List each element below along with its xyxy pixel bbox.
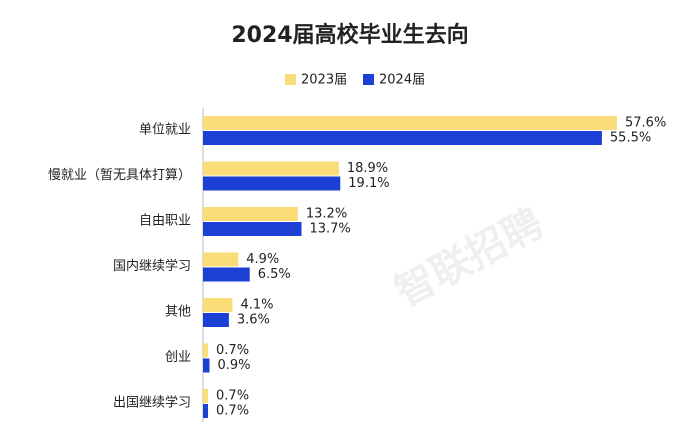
value-label: 3.6% <box>237 313 270 328</box>
legend-swatch <box>363 74 374 85</box>
value-label: 0.7% <box>216 343 249 358</box>
legend-label: 2024届 <box>379 73 425 88</box>
category-label: 创业 <box>165 350 191 365</box>
value-label: 4.1% <box>240 298 273 313</box>
value-label: 19.1% <box>348 176 389 191</box>
bar <box>203 176 341 191</box>
value-label: 0.7% <box>216 389 249 404</box>
bar <box>203 116 617 130</box>
bar <box>203 298 233 312</box>
bar <box>203 404 209 418</box>
bar <box>203 161 339 176</box>
category-label: 其他 <box>165 305 191 320</box>
bar <box>203 252 239 267</box>
category-label: 慢就业（暂无具体打算） <box>48 167 191 183</box>
category-label: 单位就业 <box>139 123 191 138</box>
category-label: 国内继续学习 <box>113 258 191 274</box>
category-label: 出国继续学习 <box>113 395 191 411</box>
bar <box>203 207 298 221</box>
value-label: 0.9% <box>217 358 250 373</box>
value-label: 6.5% <box>258 267 291 282</box>
bar <box>203 313 229 327</box>
value-label: 0.7% <box>216 404 249 419</box>
value-label: 13.2% <box>306 207 347 222</box>
bar <box>203 222 302 236</box>
bar <box>203 267 250 282</box>
bar <box>203 131 602 145</box>
category-label: 自由职业 <box>139 214 191 229</box>
legend-label: 2023届 <box>301 73 347 88</box>
legend-swatch <box>285 74 296 85</box>
value-label: 55.5% <box>610 131 651 146</box>
bar <box>203 343 209 358</box>
value-label: 18.9% <box>347 161 388 176</box>
chart-title: 2024届高校毕业生去向 <box>231 22 468 48</box>
value-label: 13.7% <box>309 222 350 237</box>
bar <box>203 358 210 373</box>
value-label: 4.9% <box>246 252 279 267</box>
bar <box>203 389 209 403</box>
value-label: 57.6% <box>625 116 666 131</box>
